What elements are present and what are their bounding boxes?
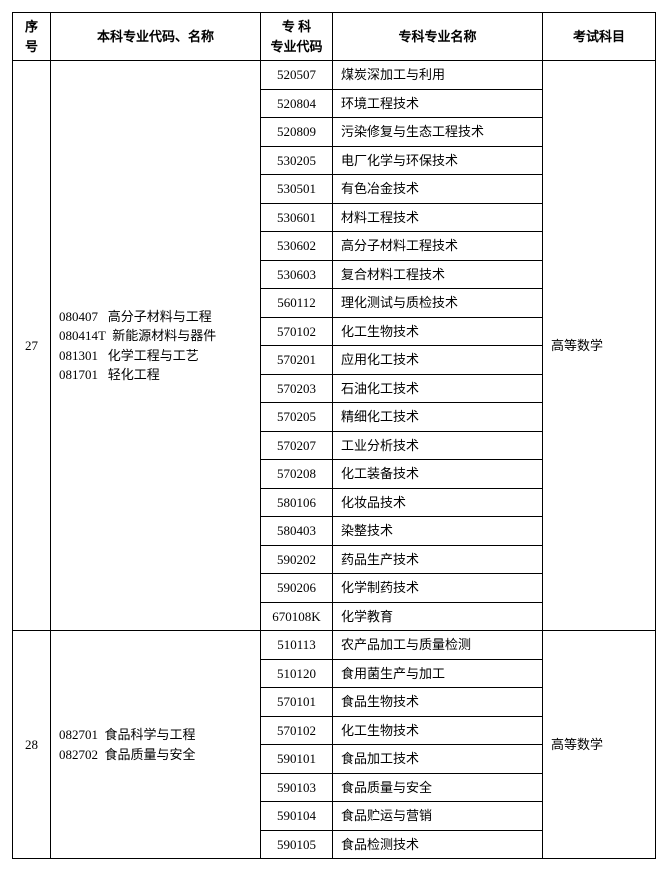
cell-exam: 高等数学 — [543, 631, 656, 859]
cell-zk-code: 570201 — [261, 346, 333, 375]
cell-zk-code: 590103 — [261, 773, 333, 802]
cell-zk-name: 食品贮运与营销 — [333, 802, 543, 831]
cell-zk-code: 530205 — [261, 146, 333, 175]
cell-zk-code: 520507 — [261, 61, 333, 90]
table-row: 27080407 高分子材料与工程 080414T 新能源材料与器件 08130… — [13, 61, 656, 90]
cell-zk-name: 石油化工技术 — [333, 374, 543, 403]
col-xh: 序号 — [13, 13, 51, 61]
table-row: 28082701 食品科学与工程 082702 食品质量与安全510113农产品… — [13, 631, 656, 660]
cell-zk-name: 电厂化学与环保技术 — [333, 146, 543, 175]
cell-zk-code: 570102 — [261, 716, 333, 745]
cell-zk-code: 570203 — [261, 374, 333, 403]
cell-xh: 27 — [13, 61, 51, 631]
cell-zk-name: 药品生产技术 — [333, 545, 543, 574]
col-ks: 考试科目 — [543, 13, 656, 61]
cell-zk-code: 590101 — [261, 745, 333, 774]
cell-zk-name: 食用菌生产与加工 — [333, 659, 543, 688]
cell-zk-code: 560112 — [261, 289, 333, 318]
cell-zk-name: 材料工程技术 — [333, 203, 543, 232]
cell-zk-name: 高分子材料工程技术 — [333, 232, 543, 261]
cell-zk-name: 化学制药技术 — [333, 574, 543, 603]
cell-zk-code: 530603 — [261, 260, 333, 289]
cell-xh: 28 — [13, 631, 51, 859]
table-header-row: 序号 本科专业代码、名称 专 科 专业代码 专科专业名称 考试科目 — [13, 13, 656, 61]
cell-zk-code: 580106 — [261, 488, 333, 517]
cell-zk-name: 化学教育 — [333, 602, 543, 631]
cell-zk-code: 520809 — [261, 118, 333, 147]
cell-zk-name: 污染修复与生态工程技术 — [333, 118, 543, 147]
cell-zk-code: 590104 — [261, 802, 333, 831]
cell-zk-code: 590105 — [261, 830, 333, 859]
cell-zk-name: 化工生物技术 — [333, 716, 543, 745]
col-zkdm: 专 科 专业代码 — [261, 13, 333, 61]
cell-bk-majors: 082701 食品科学与工程 082702 食品质量与安全 — [51, 631, 261, 859]
col-bk: 本科专业代码、名称 — [51, 13, 261, 61]
cell-zk-code: 510120 — [261, 659, 333, 688]
cell-zk-name: 工业分析技术 — [333, 431, 543, 460]
cell-zk-name: 食品加工技术 — [333, 745, 543, 774]
cell-zk-code: 590202 — [261, 545, 333, 574]
cell-zk-name: 食品生物技术 — [333, 688, 543, 717]
cell-zk-name: 化工生物技术 — [333, 317, 543, 346]
cell-zk-code: 510113 — [261, 631, 333, 660]
cell-zk-code: 530501 — [261, 175, 333, 204]
cell-zk-name: 农产品加工与质量检测 — [333, 631, 543, 660]
cell-zk-code: 570102 — [261, 317, 333, 346]
cell-exam: 高等数学 — [543, 61, 656, 631]
cell-zk-code: 580403 — [261, 517, 333, 546]
cell-zk-name: 有色冶金技术 — [333, 175, 543, 204]
cell-zk-name: 化工装备技术 — [333, 460, 543, 489]
col-zkmc: 专科专业名称 — [333, 13, 543, 61]
cell-zk-code: 570205 — [261, 403, 333, 432]
cell-zk-code: 530602 — [261, 232, 333, 261]
cell-zk-code: 570101 — [261, 688, 333, 717]
majors-table: 序号 本科专业代码、名称 专 科 专业代码 专科专业名称 考试科目 270804… — [12, 12, 656, 859]
cell-zk-code: 570207 — [261, 431, 333, 460]
cell-zk-code: 590206 — [261, 574, 333, 603]
cell-zk-name: 染整技术 — [333, 517, 543, 546]
cell-zk-code: 530601 — [261, 203, 333, 232]
cell-zk-code: 570208 — [261, 460, 333, 489]
cell-zk-code: 670108K — [261, 602, 333, 631]
cell-zk-name: 化妆品技术 — [333, 488, 543, 517]
cell-zk-name: 煤炭深加工与利用 — [333, 61, 543, 90]
cell-bk-majors: 080407 高分子材料与工程 080414T 新能源材料与器件 081301 … — [51, 61, 261, 631]
cell-zk-name: 理化测试与质检技术 — [333, 289, 543, 318]
cell-zk-name: 复合材料工程技术 — [333, 260, 543, 289]
cell-zk-name: 精细化工技术 — [333, 403, 543, 432]
cell-zk-name: 食品检测技术 — [333, 830, 543, 859]
cell-zk-name: 环境工程技术 — [333, 89, 543, 118]
cell-zk-name: 应用化工技术 — [333, 346, 543, 375]
cell-zk-code: 520804 — [261, 89, 333, 118]
cell-zk-name: 食品质量与安全 — [333, 773, 543, 802]
